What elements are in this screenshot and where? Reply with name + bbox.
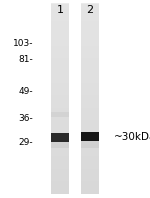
Text: 1: 1 — [57, 5, 63, 15]
Text: 36-: 36- — [18, 114, 33, 123]
Text: 29-: 29- — [18, 138, 33, 147]
Bar — [51, 112, 69, 117]
Text: 2: 2 — [86, 5, 94, 15]
Bar — [81, 132, 99, 141]
Bar — [81, 141, 99, 148]
Bar — [51, 133, 69, 142]
Bar — [81, 4, 99, 194]
Bar — [51, 142, 69, 148]
Bar — [51, 4, 69, 194]
Text: 81-: 81- — [18, 55, 33, 64]
Text: 49-: 49- — [18, 87, 33, 96]
Text: ~30kDa: ~30kDa — [114, 132, 150, 142]
Text: 103-: 103- — [12, 39, 33, 48]
